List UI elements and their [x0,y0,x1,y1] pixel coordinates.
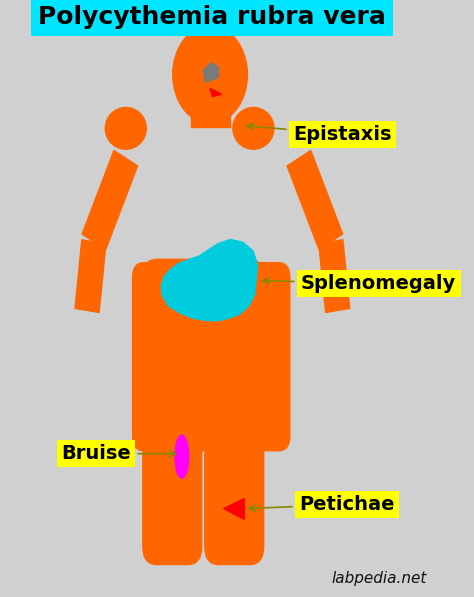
Polygon shape [203,63,219,82]
Text: labpedia.net: labpedia.net [331,571,427,586]
Text: Polycythemia rubra vera: Polycythemia rubra vera [38,5,386,29]
Text: Epistaxis: Epistaxis [246,123,392,144]
Ellipse shape [105,107,146,149]
FancyBboxPatch shape [143,259,202,565]
Polygon shape [287,150,343,250]
FancyBboxPatch shape [133,263,290,451]
Circle shape [173,26,247,124]
Text: Bruise: Bruise [61,444,176,463]
FancyBboxPatch shape [205,259,264,565]
Polygon shape [82,150,137,250]
Text: Petichae: Petichae [249,495,394,514]
Polygon shape [210,88,221,97]
Text: Splenomegaly: Splenomegaly [263,274,456,293]
Polygon shape [75,240,106,312]
Ellipse shape [175,435,189,478]
FancyBboxPatch shape [191,88,230,127]
Polygon shape [161,239,257,321]
Polygon shape [319,240,350,312]
Polygon shape [224,498,244,519]
Ellipse shape [233,107,274,149]
